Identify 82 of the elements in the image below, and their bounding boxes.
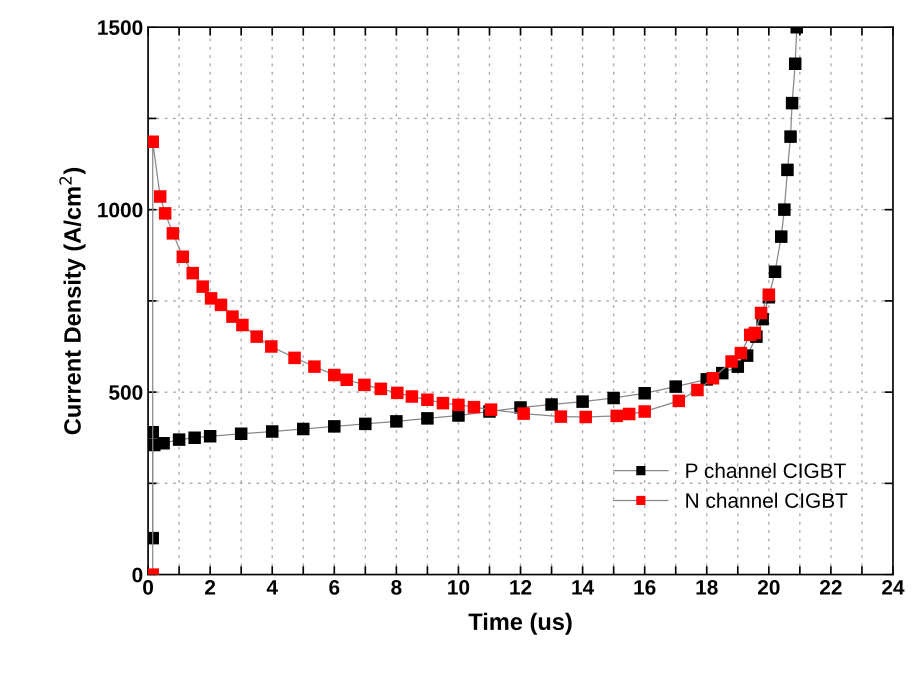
x-tick-label: 12: [510, 580, 532, 595]
point: [204, 292, 218, 305]
x-tick-label: 14: [572, 580, 594, 595]
point: [672, 394, 686, 408]
point: [204, 430, 216, 443]
point: [359, 418, 372, 430]
legend-label: N channel CIGBT: [686, 492, 848, 508]
point: [610, 410, 623, 422]
point: [328, 368, 341, 382]
y-axis-title: Current Density (A/cm$^{2}$): [59, 168, 86, 434]
point: [754, 306, 768, 320]
point: [176, 250, 190, 263]
point: [786, 96, 798, 110]
point: [297, 422, 310, 436]
point: [452, 398, 465, 412]
y-tick-label: 0: [132, 568, 142, 582]
point: [468, 400, 480, 414]
point: [725, 355, 738, 368]
x-tick-label: 8: [391, 580, 402, 595]
point: [188, 432, 201, 444]
point: [778, 203, 791, 216]
x-tick-label: 18: [696, 580, 718, 595]
point: [328, 420, 341, 433]
point: [706, 372, 720, 385]
point: [421, 394, 434, 406]
point: [154, 190, 166, 203]
point: [576, 395, 589, 408]
y-tick-label: 1500: [98, 20, 142, 35]
point: [308, 360, 321, 373]
x-tick-label: 16: [634, 580, 656, 595]
x-tick-label: 2: [205, 580, 216, 595]
x-tick-label: 20: [758, 580, 780, 595]
point: [762, 288, 776, 301]
point: [669, 380, 682, 393]
point: [172, 433, 186, 446]
point: [774, 230, 788, 243]
point: [288, 352, 301, 364]
point: [196, 280, 209, 293]
point: [748, 326, 762, 340]
point: [421, 412, 434, 425]
point: [788, 57, 802, 70]
point: [406, 390, 418, 403]
point: [436, 396, 450, 410]
point: [579, 410, 592, 424]
y-tick-label: 500: [109, 385, 142, 400]
point: [226, 310, 239, 323]
point: [265, 340, 278, 353]
point: [186, 266, 200, 280]
y-tick-label: 1000: [98, 202, 142, 218]
point: [554, 410, 568, 423]
point: [214, 298, 228, 312]
point: [374, 382, 388, 396]
point: [358, 378, 371, 392]
point: [622, 408, 636, 420]
point: [166, 227, 180, 240]
x-tick-label: 4: [266, 580, 278, 595]
point: [266, 425, 278, 438]
x-tick-label: 24: [882, 580, 904, 595]
point: [768, 265, 782, 278]
x-tick-label: 6: [329, 580, 340, 595]
point: [638, 405, 651, 418]
x-tick-label: 10: [448, 580, 470, 595]
x-tick-label: 22: [820, 580, 842, 595]
point: [157, 436, 170, 450]
point: [391, 386, 404, 400]
x-axis-title: Time (us): [468, 612, 572, 635]
point: [234, 427, 248, 440]
point: [607, 392, 620, 404]
point: [545, 398, 558, 411]
point: [691, 384, 704, 396]
x-tick-label: 0: [143, 580, 154, 595]
point: [781, 164, 794, 176]
point: [236, 318, 249, 332]
point: [734, 346, 748, 360]
point: [517, 407, 530, 420]
point: [784, 130, 797, 143]
point: [158, 207, 172, 220]
point: [638, 386, 651, 400]
point: [390, 415, 403, 428]
point: [340, 373, 353, 386]
point: [250, 330, 263, 343]
legend-label: P channel CIGBT: [686, 462, 846, 478]
